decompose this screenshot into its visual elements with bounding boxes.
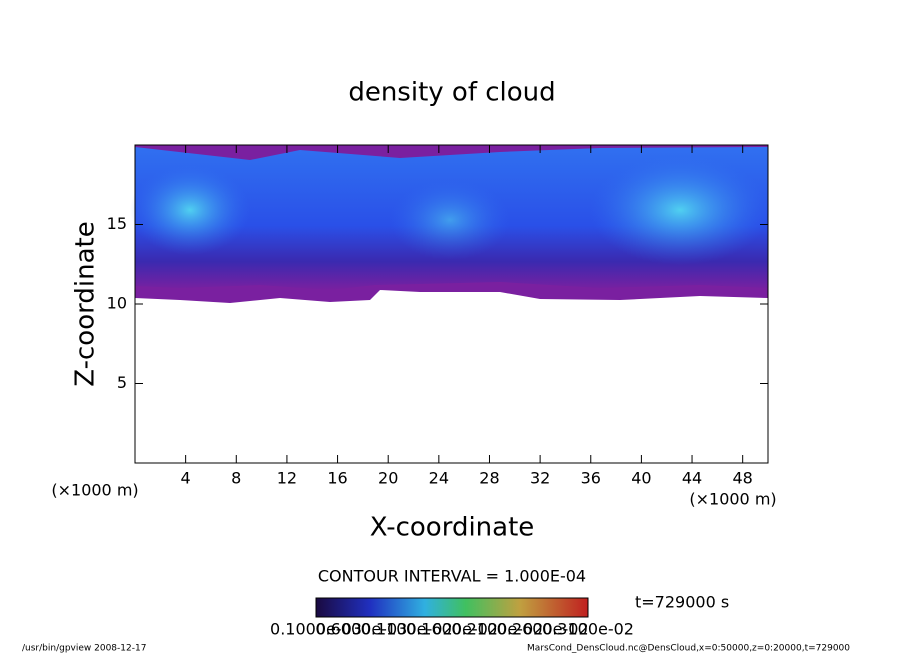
y-tick-label: 5 (117, 373, 127, 392)
colorbar-label: 0.2600e-02 (497, 620, 589, 639)
x-tick-label: 36 (581, 469, 601, 488)
x-unit: (×1000 m) (689, 490, 776, 509)
footer-left: /usr/bin/gpview 2008-12-17 (22, 644, 146, 654)
x-tick-label: 4 (181, 469, 191, 488)
colorbar-label: 0.3100e-02 (542, 620, 634, 639)
footer-right: MarsCond_DensCloud.nc@DensCloud,x=0:5000… (527, 644, 850, 654)
x-tick-label: 16 (327, 469, 347, 488)
colorbar-label: 0.1100e-02 (361, 620, 453, 639)
y-unit: (×1000 m) (51, 481, 138, 500)
colorbar-label: 0.2100e-02 (451, 620, 543, 639)
chart-title: density of cloud (348, 78, 555, 108)
colorbar-label: 0.6000e-03 (315, 620, 407, 639)
x-tick-label: 44 (682, 469, 702, 488)
y-tick-label: 15 (107, 214, 127, 233)
x-tick-label: 40 (631, 469, 651, 488)
colorbar-label: 0.1600e-02 (406, 620, 498, 639)
y-tick-label: 10 (107, 294, 127, 313)
cloud-field (130, 145, 770, 303)
colorbar (315, 597, 589, 618)
x-tick-label: 8 (231, 469, 241, 488)
colorbar-label: 0.1000e-03 (270, 620, 362, 639)
x-tick-label: 28 (479, 469, 499, 488)
x-tick-label: 24 (429, 469, 449, 488)
x-axis-label: X-coordinate (370, 513, 535, 543)
x-tick-label: 20 (378, 469, 398, 488)
x-tick-label: 32 (530, 469, 550, 488)
x-tick-label: 48 (733, 469, 753, 488)
contour-interval: CONTOUR INTERVAL = 1.000E-04 (318, 567, 586, 586)
time-label: t=729000 s (635, 593, 729, 612)
x-tick-label: 12 (277, 469, 297, 488)
y-axis-label: Z-coordinate (71, 221, 101, 386)
